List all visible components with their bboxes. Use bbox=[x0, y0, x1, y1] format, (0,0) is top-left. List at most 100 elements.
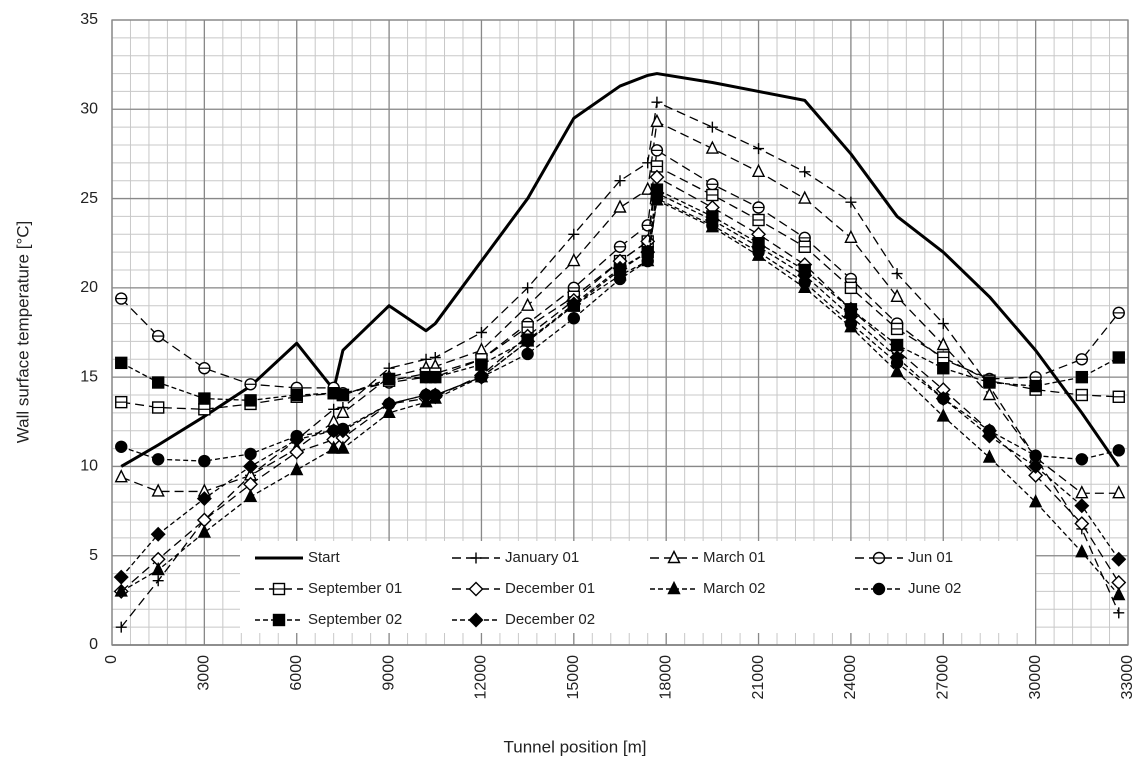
series-line bbox=[121, 197, 1119, 462]
marker bbox=[983, 376, 996, 389]
marker bbox=[473, 369, 489, 385]
marker bbox=[115, 356, 128, 370]
marker bbox=[429, 370, 442, 384]
x-tick-label: 9000 bbox=[380, 655, 397, 691]
y-tick-label: 10 bbox=[80, 458, 98, 475]
x-tick-label: 30000 bbox=[1027, 655, 1044, 700]
marker bbox=[198, 454, 211, 468]
marker bbox=[640, 244, 656, 260]
marker bbox=[845, 196, 857, 208]
marker bbox=[1075, 370, 1089, 384]
marker bbox=[1075, 453, 1089, 466]
legend-label: January 01 bbox=[505, 549, 579, 566]
marker bbox=[612, 260, 628, 276]
marker bbox=[649, 185, 665, 201]
marker bbox=[327, 440, 341, 454]
marker bbox=[890, 338, 904, 352]
marker bbox=[937, 318, 949, 330]
marker bbox=[1112, 444, 1125, 457]
marker bbox=[751, 239, 767, 255]
marker bbox=[1111, 551, 1127, 567]
marker bbox=[522, 282, 534, 294]
series-line bbox=[121, 121, 1119, 494]
x-tick-label: 6000 bbox=[288, 655, 305, 691]
marker bbox=[982, 386, 997, 401]
marker bbox=[114, 469, 128, 483]
marker bbox=[651, 96, 663, 108]
y-tick-label: 0 bbox=[89, 636, 98, 653]
marker bbox=[667, 580, 681, 595]
marker bbox=[336, 404, 350, 419]
marker bbox=[115, 621, 127, 633]
marker bbox=[289, 444, 305, 460]
x-tick-label: 0 bbox=[103, 655, 120, 664]
y-tick-label: 15 bbox=[80, 368, 98, 385]
marker bbox=[272, 613, 286, 627]
marker bbox=[382, 372, 396, 386]
marker bbox=[1112, 586, 1126, 601]
marker bbox=[244, 394, 257, 407]
marker bbox=[1112, 485, 1126, 499]
marker bbox=[982, 449, 997, 463]
x-tick-label: 21000 bbox=[750, 655, 767, 700]
marker bbox=[613, 199, 627, 213]
marker bbox=[475, 327, 487, 338]
marker bbox=[650, 113, 664, 127]
marker bbox=[521, 347, 534, 361]
legend-label: March 02 bbox=[703, 580, 766, 597]
marker bbox=[706, 121, 718, 133]
marker bbox=[753, 143, 765, 155]
marker bbox=[521, 297, 535, 311]
marker bbox=[935, 391, 951, 407]
marker bbox=[844, 229, 858, 244]
marker bbox=[751, 163, 766, 177]
marker bbox=[114, 583, 128, 597]
marker bbox=[151, 483, 165, 497]
marker bbox=[799, 166, 811, 178]
marker bbox=[113, 569, 129, 585]
marker bbox=[382, 404, 396, 419]
marker bbox=[567, 253, 581, 267]
legend-label: June 02 bbox=[908, 580, 961, 597]
y-tick-label: 20 bbox=[80, 279, 98, 296]
y-tick-label: 35 bbox=[80, 11, 98, 28]
marker bbox=[936, 336, 950, 351]
x-tick-label: 24000 bbox=[842, 655, 859, 700]
marker bbox=[468, 581, 484, 597]
marker bbox=[290, 461, 304, 476]
marker bbox=[1028, 467, 1044, 483]
marker bbox=[1074, 498, 1090, 514]
legend: Start January 01 March 01 Jun 01 September 0… bbox=[240, 541, 1035, 633]
marker bbox=[381, 396, 397, 412]
y-axis-label: Wall surface temperature [°C] bbox=[13, 221, 32, 444]
plot-frame bbox=[111, 19, 1129, 646]
marker bbox=[797, 267, 813, 283]
marker bbox=[641, 181, 655, 195]
marker bbox=[567, 312, 581, 325]
marker bbox=[196, 491, 212, 507]
marker bbox=[890, 288, 904, 302]
marker bbox=[568, 228, 580, 240]
marker bbox=[468, 612, 484, 628]
marker bbox=[336, 440, 350, 454]
x-tick-label: 15000 bbox=[565, 655, 582, 700]
legend-label: December 01 bbox=[505, 580, 595, 597]
legend-label: March 01 bbox=[703, 549, 766, 566]
marker bbox=[427, 387, 443, 403]
legend-label: December 02 bbox=[505, 611, 595, 628]
marker bbox=[151, 453, 165, 466]
marker bbox=[243, 488, 258, 502]
marker bbox=[243, 458, 259, 474]
x-tick-label: 27000 bbox=[934, 655, 951, 700]
x-tick-label: 12000 bbox=[473, 655, 490, 700]
series-line bbox=[120, 192, 1120, 578]
marker bbox=[614, 175, 626, 187]
marker bbox=[152, 575, 164, 587]
marker bbox=[328, 403, 340, 415]
x-tick-label: 18000 bbox=[657, 655, 674, 700]
legend-label: September 01 bbox=[308, 580, 402, 597]
marker bbox=[115, 440, 128, 453]
marker bbox=[890, 363, 904, 377]
marker bbox=[889, 350, 905, 365]
series-line bbox=[120, 72, 1120, 468]
